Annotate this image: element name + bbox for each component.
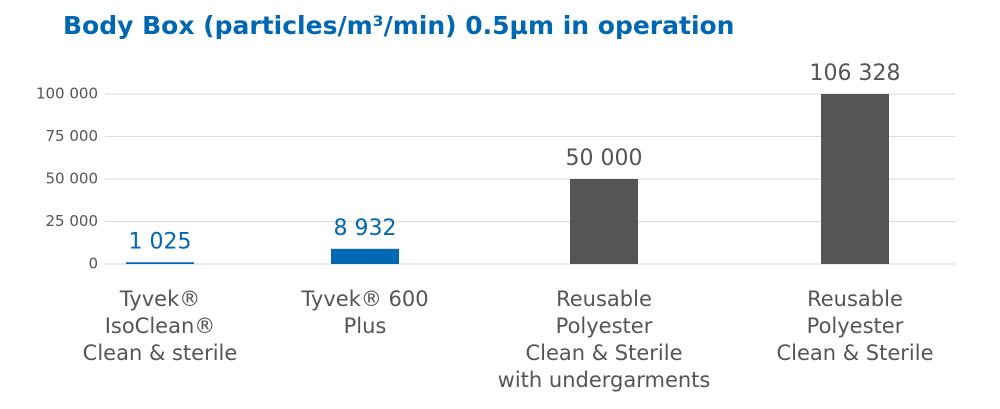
x-tick-label: Tyvek® 600 Plus bbox=[300, 287, 428, 338]
bar bbox=[570, 179, 638, 264]
x-tick-label-line: Clean & Sterile bbox=[525, 341, 682, 365]
bar bbox=[821, 94, 889, 264]
value-label: 1 025 bbox=[129, 229, 192, 254]
labels: 0 25 000 50 000 75 000 100 000 1 025 Tyvek® Iso… bbox=[36, 61, 934, 392]
x-tick-label-line: Polyester bbox=[807, 314, 904, 338]
x-tick-label-line: Tyvek® bbox=[119, 287, 201, 311]
x-tick-label: Reusable Polyester Clean & Sterile with und… bbox=[498, 287, 711, 392]
x-tick-label-line: Reusable bbox=[556, 287, 652, 311]
y-tick-label: 50 000 bbox=[46, 170, 99, 188]
value-label: 8 932 bbox=[334, 216, 397, 241]
y-tick-label: 75 000 bbox=[46, 127, 99, 145]
bar bbox=[126, 262, 194, 264]
x-tick-label-line: Reusable bbox=[807, 287, 903, 311]
y-tick-label: 100 000 bbox=[36, 85, 98, 103]
x-tick-label-line: with undergarments bbox=[498, 368, 711, 392]
x-tick-label-line: Tyvek® 600 bbox=[300, 287, 428, 311]
grid bbox=[105, 93, 955, 265]
x-tick-label-line: Polyester bbox=[556, 314, 653, 338]
bars bbox=[126, 94, 889, 264]
value-label: 50 000 bbox=[566, 146, 643, 171]
chart-title: Body Box (particles/m³/min) 0.5µm in ope… bbox=[63, 11, 734, 40]
x-tick-label: Reusable Polyester Clean & Sterile bbox=[776, 287, 933, 365]
y-tick-label: 0 bbox=[88, 255, 98, 273]
bar bbox=[331, 248, 399, 264]
value-label: 106 328 bbox=[810, 61, 901, 86]
x-tick-label: Tyvek® IsoClean® Clean & sterile bbox=[83, 287, 238, 365]
x-tick-label-line: Clean & Sterile bbox=[776, 341, 933, 365]
x-tick-label-line: Plus bbox=[344, 314, 387, 338]
x-tick-label-line: Clean & sterile bbox=[83, 341, 238, 365]
x-tick-label-line: IsoClean® bbox=[105, 314, 216, 338]
y-tick-label: 25 000 bbox=[46, 212, 99, 230]
